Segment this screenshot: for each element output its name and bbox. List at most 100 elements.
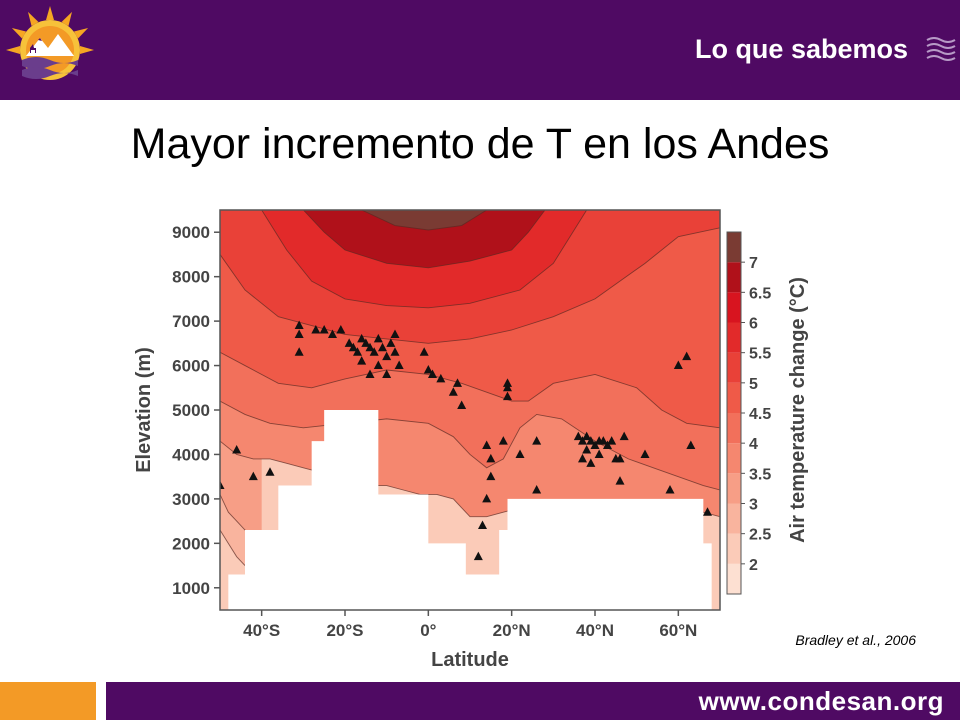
colorbar-tick-label: 4 [749,436,758,453]
footer-bar: www.condesan.org [106,682,960,720]
station-marker [665,485,675,494]
colorbar-segment [727,262,741,293]
station-marker [573,431,583,441]
station-marker [486,453,496,463]
colorbar-tick-label: 2 [749,557,758,574]
station-marker [428,369,437,378]
colorbar-segment [727,382,741,413]
x-tick-label: 20°S [326,621,363,640]
station-marker [373,360,383,370]
contour-line-5.75 [261,210,588,309]
x-tick-label: 60°N [659,621,697,640]
station-marker [598,436,608,445]
colorbar-segment [727,352,741,383]
station-marker [328,329,337,338]
y-tick-label: 5000 [172,401,210,420]
station-marker [319,325,329,334]
station-marker [220,480,225,490]
x-tick-label: 0° [420,621,436,640]
colorbar-tick-label: 3 [749,497,758,514]
station-marker [619,431,629,441]
station-marker [365,369,375,378]
y-tick-label: 1000 [172,579,210,598]
y-tick-label: 2000 [172,534,210,553]
station-marker [423,365,433,374]
station-marker [344,338,354,347]
station-marker [457,400,467,410]
station-marker [357,333,367,343]
colorbar-tick-label: 6 [749,316,758,333]
y-axis-label: Elevation (m) [133,347,155,473]
terrain-mask [228,410,712,610]
station-marker [382,369,392,378]
station-marker [294,320,304,330]
contour-band-6.5 [303,210,545,268]
footer-url: www.condesan.org [698,686,944,716]
x-tick-label: 20°N [493,621,531,640]
station-marker [453,378,462,387]
station-marker [578,436,587,445]
logo-sun-mountains-icon [6,6,94,80]
section-label: Lo que sabemos [694,34,908,64]
station-marker [365,342,375,352]
colorbar-tick-label: 4.5 [749,406,771,423]
station-marker [232,445,242,454]
station-marker [532,436,542,445]
colorbar-segment [727,413,741,444]
station-marker [640,449,650,458]
station-marker [498,436,508,445]
colorbar-segment [727,503,741,534]
station-marker [673,360,683,370]
colorbar-tick-label: 6.5 [749,285,771,302]
y-tick-label: 4000 [172,445,210,464]
contour-line-2.75 [220,529,246,566]
station-marker [390,329,400,338]
station-marker [603,440,612,450]
station-marker [607,436,617,445]
station-marker [582,445,592,454]
station-marker [419,347,429,356]
station-marker [361,338,371,347]
station-marker [503,391,512,401]
colorbar-segment [727,232,741,263]
station-marker [382,351,392,361]
x-tick-label: 40°N [576,621,614,640]
station-marker [353,347,362,356]
station-marker [615,453,625,463]
station-marker [503,382,512,392]
contour-line-6.5 [303,210,546,269]
colorbar-segment [727,292,741,323]
station-marker [478,520,487,530]
colorbar-tick-label: 2.5 [749,527,771,544]
temperature-elevation-chart: 1000 2000 3000 4000 5000 6000 7000 8000 9000 40°S… [133,209,809,671]
station-marker [682,351,692,361]
colorbar-segment [727,533,741,564]
station-marker [532,485,542,494]
station-marker [390,347,400,356]
colorbar-tick-label: 7 [749,255,758,272]
colorbar-segment [727,563,741,594]
station-marker [482,440,492,450]
citation: Bradley et al., 2006 [795,632,916,648]
x-tick-label: 40°S [243,621,280,640]
header-bar: Lo que sabemos [0,0,960,100]
station-marker [473,551,483,561]
station-marker [336,325,346,334]
station-marker [369,347,379,356]
colorbar-tick-label: 5 [749,376,758,393]
y-tick-label: 9000 [172,223,210,242]
station-marker [311,325,321,334]
station-marker [378,342,387,352]
station-marker [615,476,625,485]
station-marker [586,458,596,467]
waves-icon [926,37,956,61]
station-marker [394,360,404,370]
y-tick-label: 7000 [172,312,210,331]
colorbar-tick-label: 5.5 [749,346,771,363]
y-tick-label: 8000 [172,268,210,287]
station-marker [586,436,596,445]
contour-band-7.25 [361,210,487,230]
station-marker [265,467,275,476]
station-marker [294,329,304,338]
colorbar-segment [727,443,741,474]
